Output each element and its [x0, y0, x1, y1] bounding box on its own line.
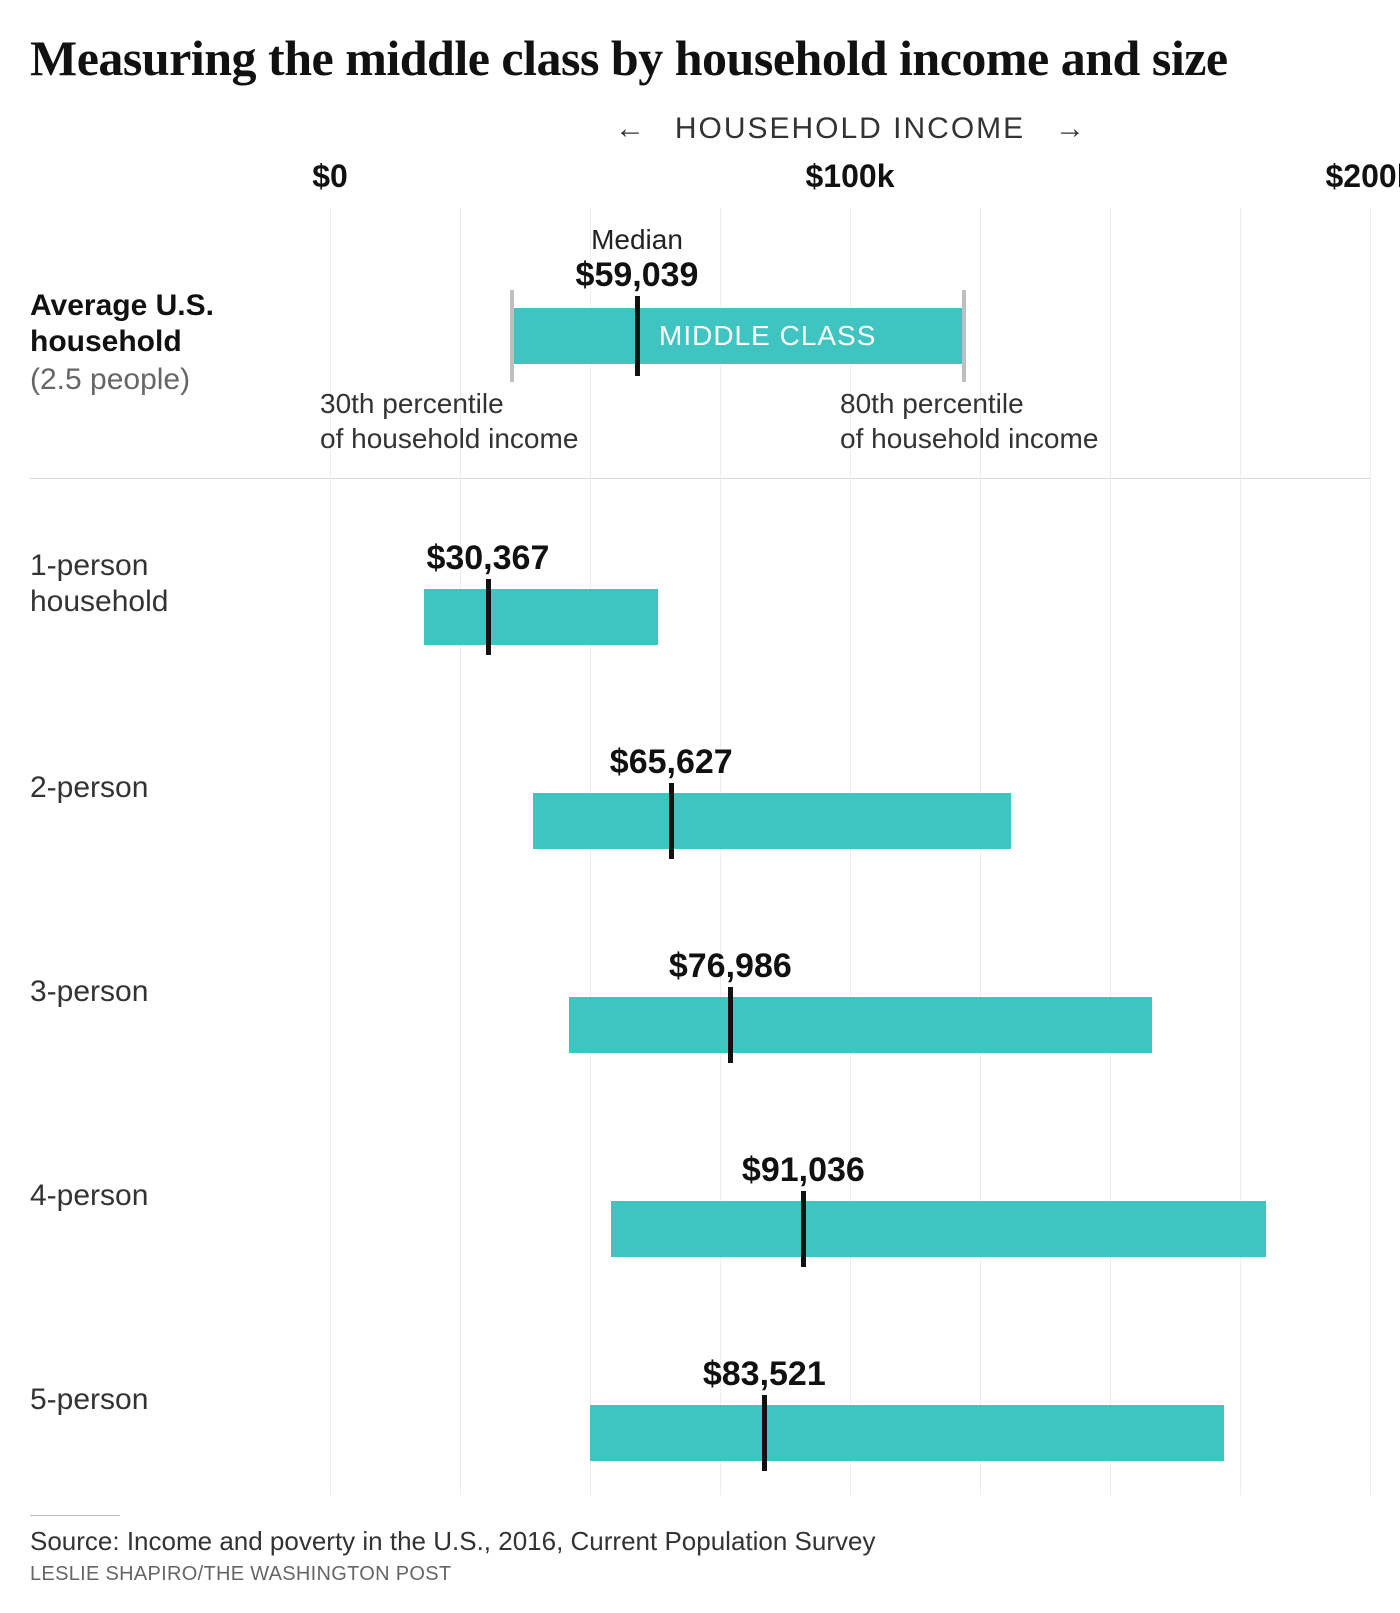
median-tick [669, 783, 674, 859]
whisker-high [962, 290, 966, 382]
median-tick [801, 1191, 806, 1267]
axis-tick: $100k [806, 158, 895, 195]
median-tick [728, 987, 733, 1063]
data-row: 2-person $65,627 [30, 693, 1370, 883]
source-line: Source: Income and poverty in the U.S., … [30, 1526, 1370, 1557]
axis-tick: $200k [1326, 158, 1400, 195]
pct-low-label: 30th percentileof household income [320, 386, 578, 456]
axis-tick: $0 [312, 158, 348, 195]
axis-header-label: HOUSEHOLD INCOME [675, 112, 1025, 146]
data-row: 4-person $91,036 [30, 1101, 1370, 1291]
range-bar [569, 997, 1151, 1053]
median-label: $65,627 [610, 743, 733, 782]
axis-tick-row: $0$100k$200k [30, 158, 1370, 208]
gridline [1370, 208, 1371, 1495]
row-label-main: Average U.S. household [30, 288, 316, 360]
footer-rule [30, 1515, 120, 1516]
infographic: Measuring the middle class by household … [0, 0, 1400, 1606]
plot-area: Average U.S. household (2.5 people) Medi… [30, 208, 1370, 1495]
row-label: household [30, 584, 316, 620]
whisker-low [510, 290, 514, 382]
median-tick [486, 579, 491, 655]
chart: HOUSEHOLD INCOME ← → $0$100k$200k Averag… [30, 112, 1370, 1495]
arrow-left-icon: ← [615, 112, 645, 146]
median-tick [762, 1395, 767, 1471]
data-row: 1-personhousehold $30,367 [30, 489, 1370, 679]
row-label: 1-person [30, 548, 316, 584]
median-label: $91,036 [742, 1151, 865, 1190]
median-label: $76,986 [669, 947, 792, 986]
median-tick [635, 296, 640, 376]
row-label: 2-person [30, 770, 316, 806]
credit-line: LESLIE SHAPIRO/THE WASHINGTON POST [30, 1563, 1370, 1586]
range-bar [424, 589, 658, 645]
axis-header-row: HOUSEHOLD INCOME ← → [30, 112, 1370, 158]
row-average-us: Average U.S. household (2.5 people) Medi… [30, 208, 1370, 478]
data-row: 5-person $83,521 [30, 1305, 1370, 1495]
section-divider [30, 478, 1370, 479]
chart-title: Measuring the middle class by household … [30, 30, 1370, 88]
range-bar [533, 793, 1011, 849]
row-label: 3-person [30, 974, 316, 1010]
arrow-right-icon: → [1055, 112, 1085, 146]
range-bar [590, 1405, 1224, 1461]
row-label-sub: (2.5 people) [30, 362, 316, 398]
bar-text: MIDDLE CLASS [659, 320, 876, 352]
row-label: 4-person [30, 1178, 316, 1214]
median-label: $83,521 [703, 1355, 826, 1394]
pct-high-label: 80th percentileof household income [840, 386, 1098, 456]
range-bar [611, 1201, 1266, 1257]
row-label: 5-person [30, 1382, 316, 1418]
data-row: 3-person $76,986 [30, 897, 1370, 1087]
median-label: $30,367 [426, 539, 549, 578]
median-label: Median$59,039 [576, 224, 699, 295]
